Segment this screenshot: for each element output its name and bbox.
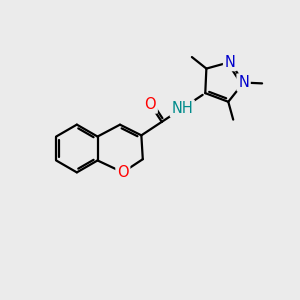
Text: N: N [238, 75, 249, 90]
Text: N: N [225, 55, 236, 70]
Text: O: O [145, 97, 156, 112]
Text: NH: NH [171, 101, 193, 116]
Text: O: O [117, 165, 129, 180]
